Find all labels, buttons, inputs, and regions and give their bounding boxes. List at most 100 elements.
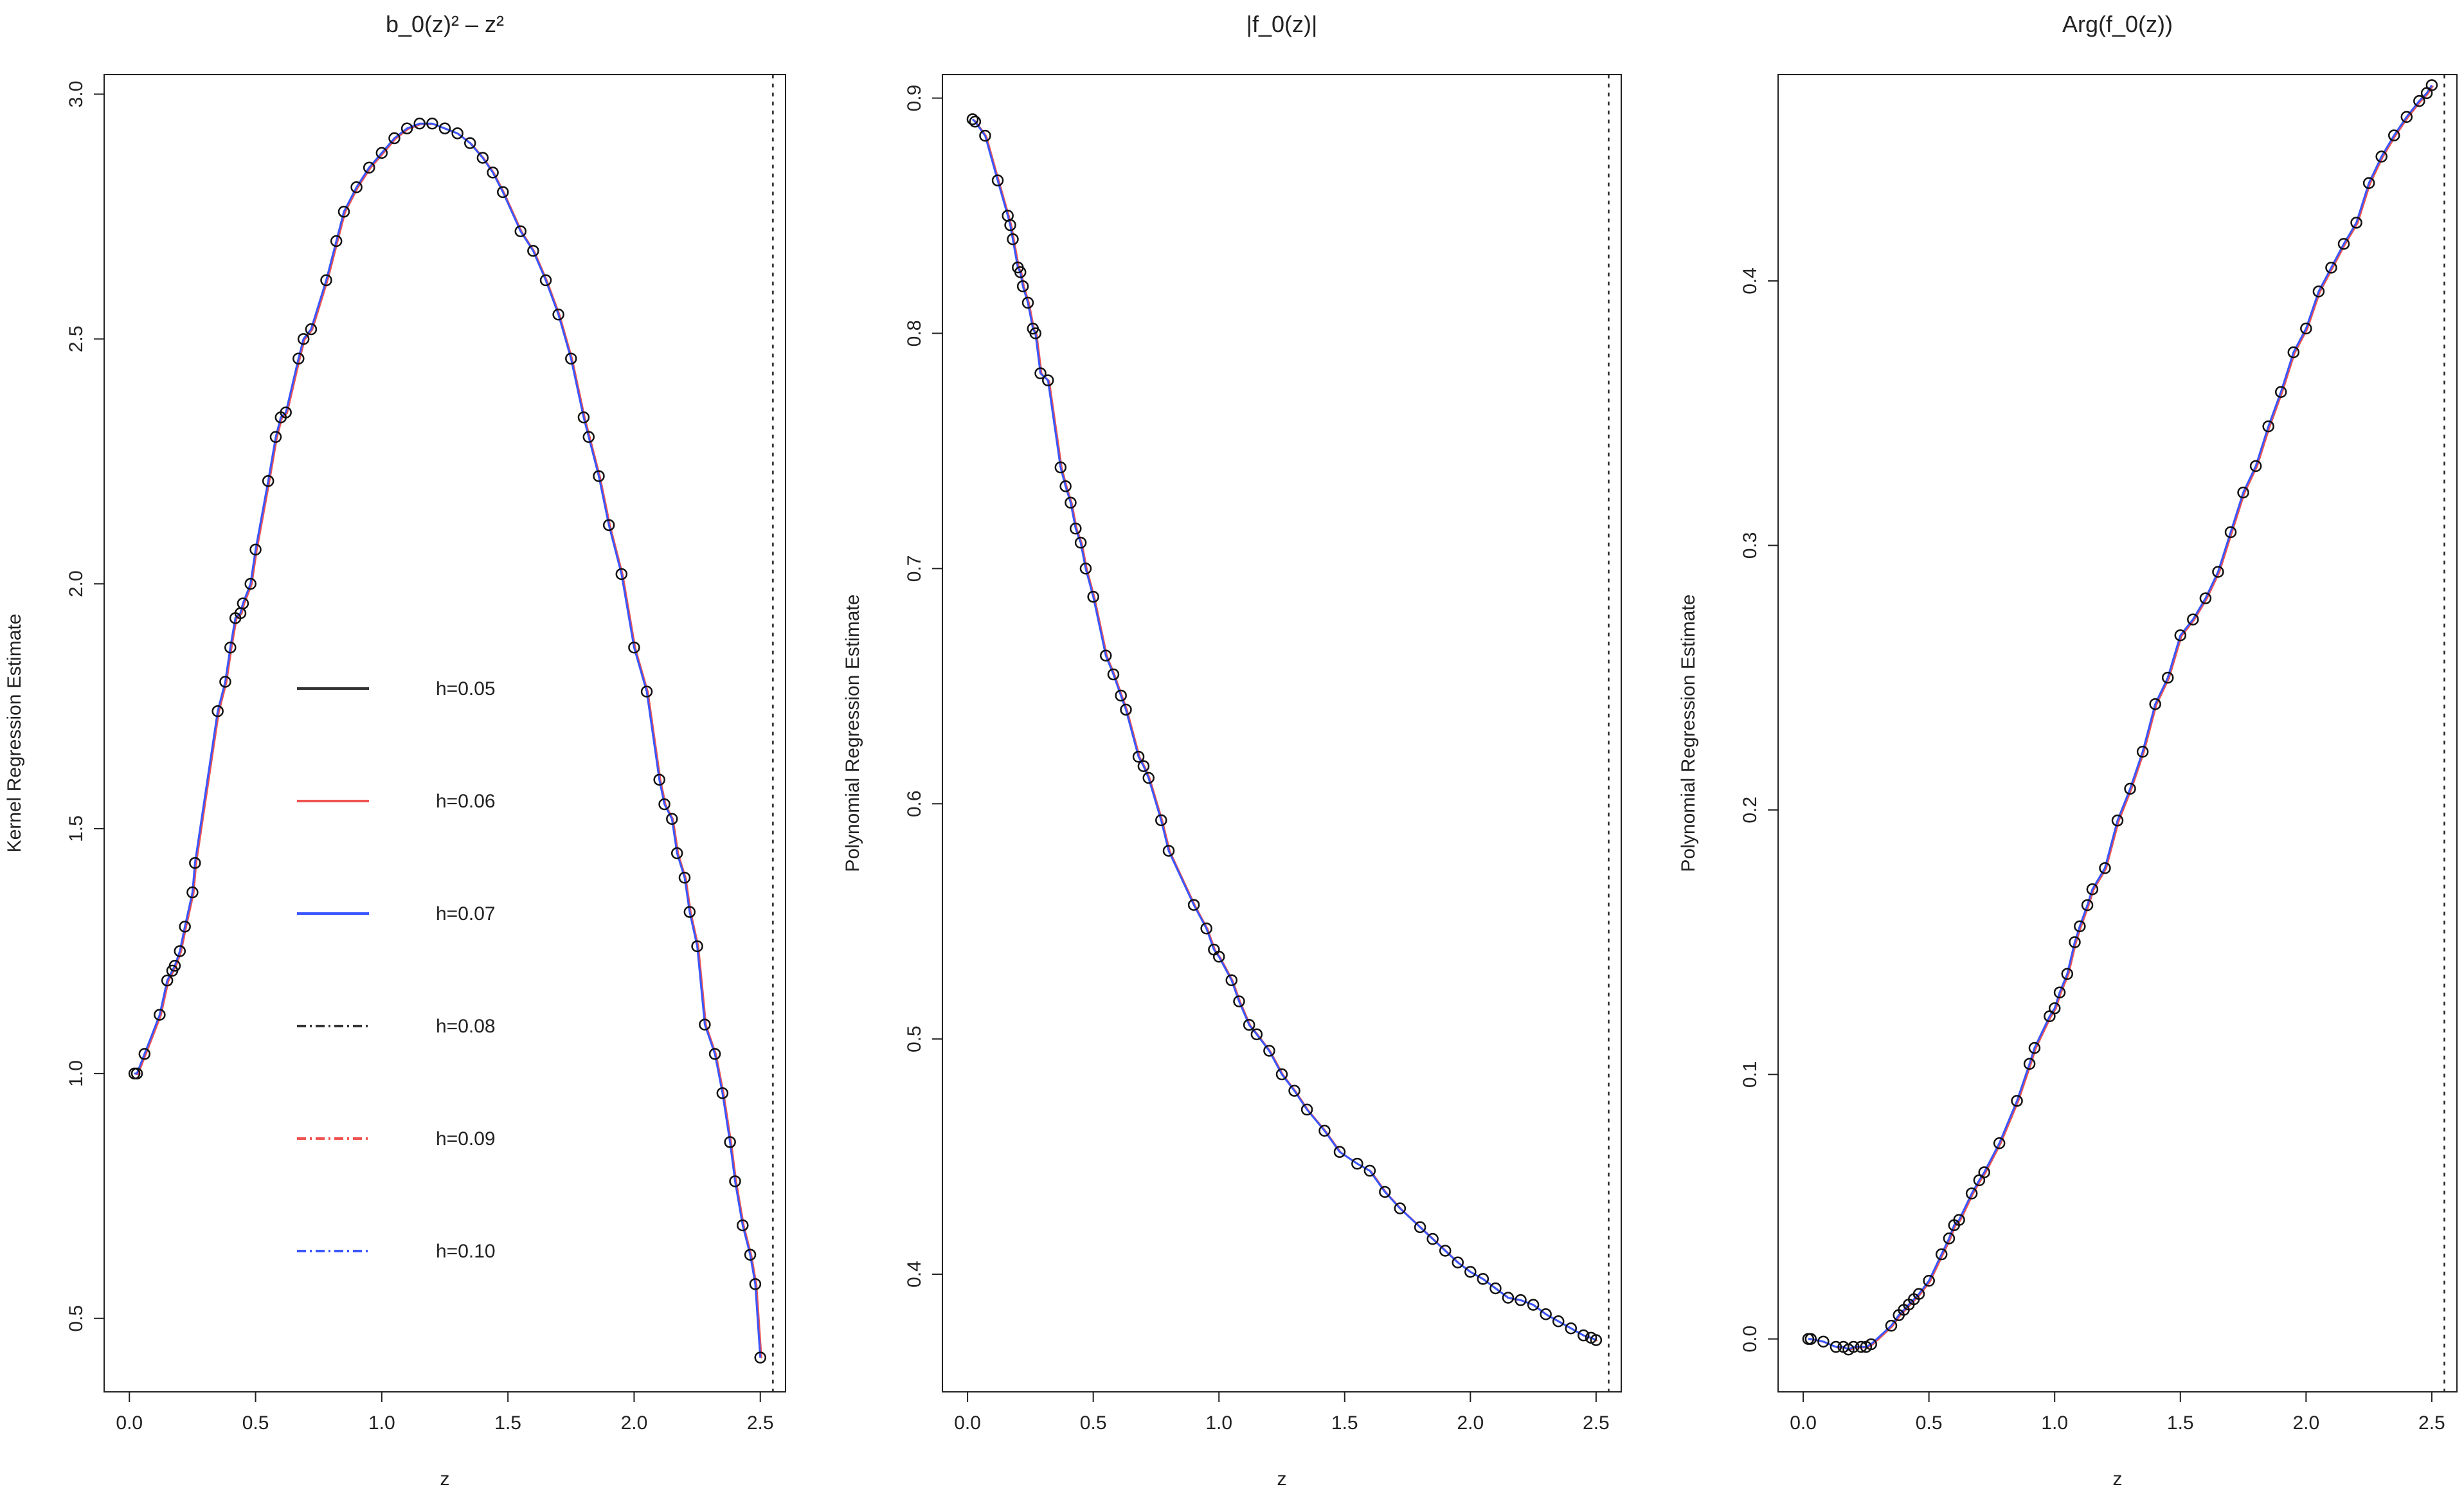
data-point [724,1136,736,1148]
data-point [2224,526,2237,539]
data-point [2023,1058,2036,1070]
data-point [1070,522,1082,535]
data-point [1993,1137,2006,1149]
data-point [1155,814,1167,827]
y-tick-label: 0.0 [1740,1326,1761,1353]
data-point [1848,1340,1860,1353]
data-point [2337,238,2350,250]
data-point [1953,1214,1965,1226]
data-point [514,225,527,237]
data-point [476,152,489,164]
x-tick-label: 1.0 [2041,1412,2068,1434]
data-point [1074,536,1087,549]
data-point [2111,815,2124,827]
data-point [729,1175,741,1187]
data-point [1552,1315,1565,1328]
x-axis-label: z [440,1468,450,1490]
data-point [400,122,413,135]
y-tick-label: 0.7 [904,555,925,582]
data-point [1004,219,1016,231]
data-point [2199,592,2212,604]
data-point [1288,1085,1300,1097]
data-point [539,274,552,287]
data-point [320,274,332,287]
plot-frame [103,74,786,1392]
data-point [438,122,451,135]
data-point [168,960,181,972]
data-point [1318,1124,1331,1137]
data-point [1540,1308,1552,1320]
data-point [744,1248,757,1261]
data-point [1502,1292,1515,1304]
y-tick-label: 0.1 [1740,1061,1761,1088]
data-point [2074,920,2086,933]
y-tick-label: 0.8 [904,320,925,347]
data-point [666,813,678,825]
legend-label: h=0.10 [436,1241,496,1262]
y-tick-label: 0.6 [904,790,925,817]
data-point [1107,668,1120,681]
legend-label: h=0.06 [436,791,496,812]
data-point [552,308,564,321]
data-point [527,244,539,257]
data-point [2069,936,2081,948]
data-point [189,857,201,869]
data-point [2011,1095,2023,1107]
data-point [1243,1018,1255,1031]
data-point [363,161,375,174]
y-tick-label: 0.3 [1740,532,1761,559]
data-point [1590,1334,1603,1346]
data-point [979,129,991,142]
x-tick-label: 1.5 [2167,1412,2194,1434]
data-point [237,597,249,609]
data-point [2149,698,2161,710]
data-point [2174,629,2187,642]
x-axis-label: z [2113,1468,2123,1490]
data-point [1225,974,1238,986]
y-axis-label: Polynomial Regression Estimate [842,595,863,872]
data-point [2325,262,2337,274]
data-point [1923,1274,1935,1287]
data-point [2048,1002,2061,1014]
x-tick-label: 1.5 [494,1412,521,1434]
data-point [640,685,653,698]
data-point [628,641,640,654]
x-tick-label: 0.5 [1916,1412,1943,1434]
data-point [2161,671,2174,684]
data-point [1804,1333,1817,1345]
data-point [565,352,577,365]
data-point [262,474,274,487]
x-tick-label: 2.0 [621,1412,648,1434]
data-point [464,137,476,149]
x-tick-label: 1.5 [1331,1412,1358,1434]
data-point [2287,346,2300,359]
data-point [224,641,237,654]
y-tick-label: 1.5 [66,815,87,842]
data-point [749,1278,762,1290]
data-point [1565,1322,1578,1335]
data-point [2425,79,2438,91]
data-point [1379,1185,1391,1198]
data-point [426,117,438,130]
data-point [1464,1266,1477,1278]
y-tick-label: 2.5 [66,325,87,352]
x-tick-label: 0.5 [242,1412,269,1434]
data-point [292,352,305,365]
data-point [1263,1045,1275,1057]
axes-layer: 0.0 0.5 1.0 1.5 2.0 2.5 0.5 1.0 1.5 2.0 2.5 3.0 [66,74,786,1434]
data-point [1021,296,1034,309]
data-point [2086,883,2099,896]
data-point [2388,129,2400,141]
legend-label: h=0.05 [436,678,496,699]
data-point [1042,374,1054,386]
data-point [1885,1319,1898,1332]
y-tick-label: 0.5 [904,1025,925,1052]
data-point [577,411,590,424]
y-axis-label: Polynomial Regression Estimate [1678,595,1699,872]
data-point [2249,460,2262,473]
panel-arg-f0: Arg(f_0(z)) z Polynomial Regression Esti… [1678,11,2458,1490]
legend: h=0.05 h=0.06 h=0.07 h=0.08 h=0.09 h=0.1… [297,678,496,1262]
panel-b0-squared: b_0(z)² – z² z Kernel Regression Estimat… [4,11,786,1490]
x-tick-label: 0.0 [116,1412,143,1434]
